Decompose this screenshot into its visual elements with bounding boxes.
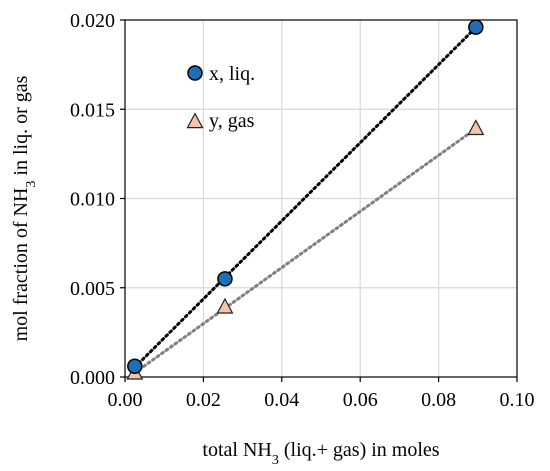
x-tick-label: 0.08 <box>421 389 456 411</box>
legend-circle-marker <box>187 65 203 81</box>
y-axis-title-part2: in liq. or gas <box>10 75 32 180</box>
legend: x, liq. y, gas <box>186 63 255 132</box>
x-axis-title-subscript: 3 <box>272 453 279 468</box>
legend-triangle-marker <box>186 112 204 129</box>
gas-data-point <box>467 119 485 136</box>
grid-lines <box>125 20 517 377</box>
liquid-data-point <box>127 358 143 375</box>
gas-data-point <box>216 297 234 314</box>
data-points <box>126 19 485 380</box>
y-axis-title-subscript: 3 <box>24 181 39 188</box>
y-axis-title: mol fraction of NH3 in liq. or gas <box>10 75 39 341</box>
trendline-series-1 <box>133 26 478 369</box>
x-tick-label: 0.00 <box>108 389 143 411</box>
y-tick-label: 0.000 <box>70 367 115 389</box>
x-tick-label: 0.02 <box>186 389 221 411</box>
trendlines <box>133 26 478 375</box>
x-axis-title: total NH3 (liq.+ gas) in moles <box>202 439 439 468</box>
y-axis-ticks: 0.000 0.005 0.010 0.015 0.020 <box>70 10 125 389</box>
x-axis-ticks: 0.00 0.02 0.04 0.06 0.08 0.10 <box>108 377 535 411</box>
y-tick-label: 0.015 <box>70 99 115 121</box>
liquid-data-point <box>217 271 233 287</box>
x-axis-title-part2: (liq.+ gas) in moles <box>279 439 440 461</box>
legend-label: x, liq. <box>209 63 255 85</box>
y-axis-title-part1: mol fraction of NH <box>10 188 32 342</box>
y-tick-label: 0.020 <box>70 10 115 32</box>
x-axis-title-part1: total NH <box>202 439 271 461</box>
x-tick-label: 0.04 <box>264 389 299 411</box>
x-tick-label: 0.06 <box>343 389 378 411</box>
y-tick-label: 0.010 <box>70 189 115 211</box>
trendline-series-2 <box>133 127 478 375</box>
legend-label: y, gas <box>209 110 255 132</box>
y-tick-label: 0.005 <box>70 278 115 300</box>
x-tick-label: 0.10 <box>500 389 535 411</box>
liquid-data-point <box>468 19 484 35</box>
